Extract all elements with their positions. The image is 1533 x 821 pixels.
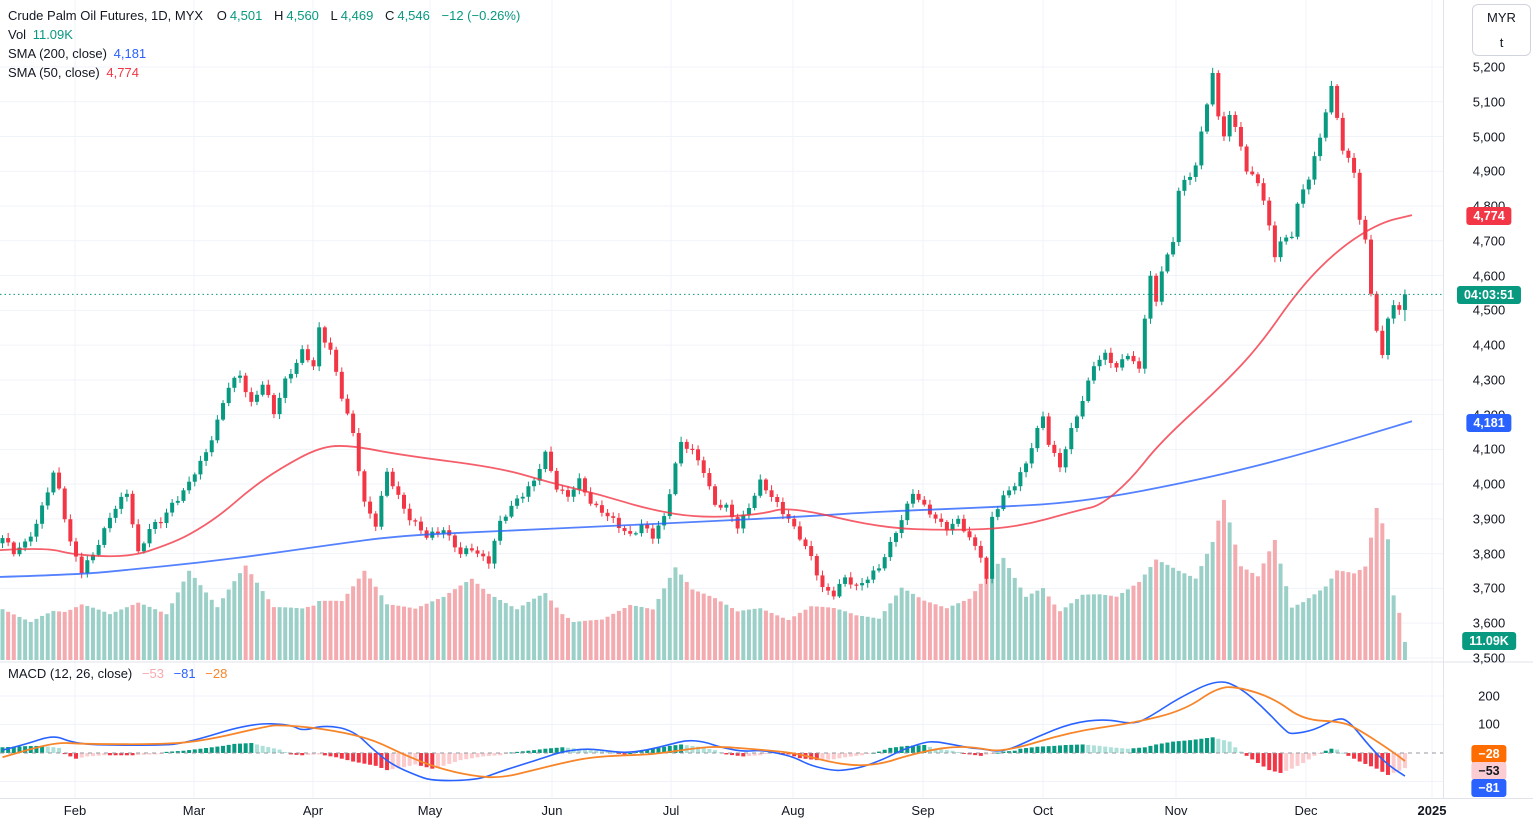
time-tick-label: Jul: [662, 803, 680, 818]
sma50-legend-row[interactable]: SMA (50, close) 4,774: [8, 63, 520, 82]
volume-label: Vol: [8, 27, 27, 42]
time-tick-label: Apr: [302, 803, 324, 818]
sma50-label: SMA (50, close): [8, 65, 100, 80]
price-tick-label: 3,900: [1472, 511, 1506, 527]
close-key: C: [384, 8, 395, 23]
symbol-title[interactable]: Crude Palm Oil Futures, 1D, MYX: [8, 8, 204, 23]
macd-legend-row[interactable]: MACD (12, 26, close) −53 −81 −28: [8, 666, 233, 681]
time-tick-label: Nov: [1164, 803, 1188, 818]
sma200-value: 4,181: [113, 46, 147, 61]
macd-line-legend-value: −81: [173, 666, 196, 681]
sma50-price-badge: 4,774: [1466, 207, 1512, 225]
volume-layer: [0, 499, 1407, 660]
sma-50-line: [0, 214, 1413, 558]
price-tick-label: 4,600: [1472, 268, 1506, 284]
price-tick-label: 4,400: [1472, 337, 1506, 353]
time-tick-label: Mar: [182, 803, 206, 818]
time-tick-label: Sep: [911, 803, 935, 818]
high-value: 4,560: [286, 8, 319, 23]
volume-legend-row[interactable]: Vol 11.09K: [8, 25, 520, 44]
time-axis[interactable]: Feb Mar Apr May Jun Jul Aug Sep Oct Nov Dec 2025: [0, 798, 1533, 821]
currency-unit-selector: MYR t: [1472, 4, 1531, 56]
sma200-price-badge: 4,181: [1466, 414, 1512, 432]
macd-tick-label: 200: [1478, 688, 1500, 704]
low-value: 4,469: [340, 8, 374, 23]
price-tick-label: 5,000: [1472, 129, 1506, 145]
open-key: O: [216, 8, 227, 23]
price-tick-label: 4,100: [1472, 441, 1506, 457]
time-tick-label: May: [417, 803, 443, 818]
time-tick-label: Aug: [781, 803, 805, 818]
bar-countdown-badge: 04:03:51: [1456, 286, 1522, 304]
volume-value-badge: 11.09K: [1462, 632, 1516, 650]
price-tick-label: 4,700: [1472, 233, 1506, 249]
symbol-legend-row: Crude Palm Oil Futures, 1D, MYX O 4,501 H…: [8, 6, 520, 25]
price-tick-label: 5,200: [1472, 59, 1506, 75]
volume-value: 11.09K: [32, 27, 73, 42]
price-tick-label: 3,800: [1472, 546, 1506, 562]
time-tick-label: Jun: [541, 803, 563, 818]
macd-signal-line: [2, 686, 1406, 779]
sma50-value: 4,774: [106, 65, 139, 80]
price-tick-label: 3,700: [1472, 580, 1506, 596]
macd-hist-value-badge: −53: [1471, 762, 1507, 780]
price-tick-label: 5,100: [1472, 94, 1506, 110]
price-tick-label: 4,000: [1472, 476, 1506, 492]
main-legend: Crude Palm Oil Futures, 1D, MYX O 4,501 H…: [8, 6, 520, 82]
macd-line-value-badge: −81: [1471, 779, 1507, 797]
time-tick-label: 2025: [1417, 803, 1447, 818]
macd-signal-legend-value: −28: [205, 666, 228, 681]
macd-signal-value-badge: −28: [1471, 745, 1507, 763]
unit-button[interactable]: t: [1499, 35, 1504, 50]
price-tick-label: 4,300: [1472, 372, 1506, 388]
price-tick-label: 3,500: [1472, 650, 1506, 666]
price-tick-label: 4,900: [1472, 163, 1506, 179]
sma200-legend-row[interactable]: SMA (200, close) 4,181: [8, 44, 520, 63]
macd-label: MACD (12, 26, close): [8, 666, 133, 681]
macd-hist-legend-value: −53: [141, 666, 164, 681]
price-axis[interactable]: 5,2005,1005,0004,9004,8004,7004,6004,500…: [1443, 0, 1533, 798]
time-tick-label: Oct: [1032, 803, 1054, 818]
candles-layer: [0, 72, 1407, 597]
high-key: H: [273, 8, 284, 23]
low-key: L: [330, 8, 338, 23]
macd-line: [2, 681, 1406, 782]
macd-tick-label: 100: [1478, 716, 1500, 732]
sma200-label: SMA (200, close): [8, 46, 107, 61]
close-value: 4,546: [397, 8, 430, 23]
open-value: 4,501: [229, 8, 263, 23]
currency-button[interactable]: MYR: [1487, 10, 1516, 25]
change-value: −12 (−0.26%): [441, 8, 521, 23]
time-tick-label: Dec: [1294, 803, 1318, 818]
price-tick-label: 4,500: [1472, 302, 1506, 318]
time-tick-label: Feb: [63, 803, 87, 818]
price-tick-label: 3,600: [1472, 615, 1506, 631]
macd-histogram: [0, 737, 1407, 775]
